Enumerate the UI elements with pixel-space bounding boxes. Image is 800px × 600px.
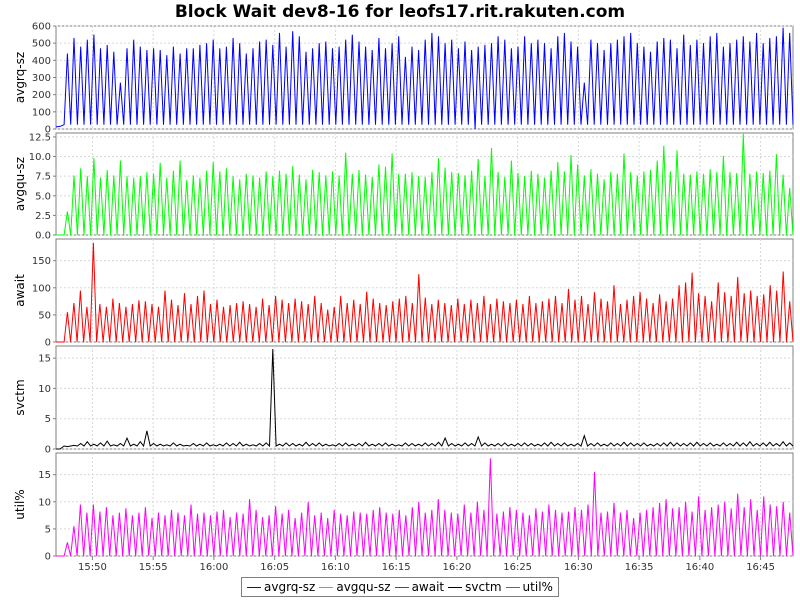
y-tick-label: 2.5 — [35, 211, 51, 222]
plot-frame — [55, 238, 794, 343]
legend-swatch-svctm — [448, 586, 463, 588]
y-tick-label: 7.5 — [35, 172, 51, 183]
x-tick-label: 16:15 — [382, 562, 411, 573]
y-tick-label: 100 — [32, 107, 51, 118]
x-tick-label: 16:35 — [625, 562, 654, 573]
legend-item-avgqu-sz: avgqu-sz — [319, 580, 391, 594]
y-tick-label: 100 — [32, 283, 51, 294]
y-axis-label: svctm — [13, 379, 27, 415]
legend-item-util: util% — [505, 580, 553, 594]
y-tick-label: 150 — [32, 256, 51, 267]
series-line-await — [56, 242, 794, 343]
x-tick-label: 15:50 — [78, 562, 107, 573]
y-axis-label: avgqu-sz — [13, 157, 27, 211]
y-tick-label: 10 — [38, 384, 51, 395]
x-tick-label: 16:00 — [200, 562, 229, 573]
y-tick-label: 15 — [38, 470, 51, 481]
x-tick-label: 16:25 — [503, 562, 532, 573]
y-tick-label: 0 — [45, 125, 51, 136]
series-line-avgrq-sz — [55, 27, 794, 130]
legend-swatch-await — [394, 586, 409, 588]
panel-svctm: 0 5 10 15 svctm — [13, 345, 794, 456]
legend-label-util: util% — [522, 580, 553, 594]
y-axis-label: await — [13, 274, 27, 307]
legend-label-avgrq-sz: avgrq-sz — [264, 580, 316, 594]
y-tick-label: 5 — [45, 414, 51, 425]
legend-swatch-avgrq-sz — [247, 586, 262, 588]
y-tick-label: 600 — [32, 22, 51, 33]
legend-item-await: await — [394, 580, 445, 594]
chart-area: 0100200300400500600avgrq-sz0.02.55.07.51… — [13, 22, 794, 573]
y-tick-label: 10 — [38, 497, 51, 508]
legend-label-avgqu-sz: avgqu-sz — [336, 580, 391, 594]
y-axis-label: avgrq-sz — [13, 52, 27, 103]
y-tick-label: 0 — [45, 552, 51, 563]
x-tick-label: 16:10 — [321, 562, 350, 573]
panel-avgqu-sz: 0.0 2.5 5.0 7.5 10.0 12.5 avgqu-sz — [13, 132, 794, 242]
legend-item-avgrq-sz: avgrq-sz — [247, 580, 315, 594]
legend-label-await: await — [411, 580, 445, 594]
series-line-util — [56, 458, 794, 557]
chart-title: Block Wait dev8-16 for leofs17.rit.rakut… — [174, 2, 626, 22]
y-tick-label: 0.0 — [35, 231, 51, 242]
y-tick-label: 15 — [38, 354, 51, 365]
legend-swatch-avgqu-sz — [319, 586, 334, 588]
panel-avgrq-sz: 0 100 200 300 400 500 600 avgrq-sz — [13, 22, 794, 136]
y-axis-label: util% — [13, 489, 27, 519]
y-tick-label: 50 — [38, 310, 51, 321]
legend-swatch-util — [505, 586, 520, 588]
y-tick-label: 200 — [32, 90, 51, 101]
legend-item-svctm: svctm — [448, 580, 502, 594]
y-tick-label: 500 — [32, 39, 51, 50]
series-line-svctm — [56, 348, 794, 450]
y-tick-label: 5 — [45, 524, 51, 535]
plot-frame — [55, 345, 794, 450]
x-tick-label: 16:40 — [685, 562, 714, 573]
x-tick-label: 16:30 — [564, 562, 593, 573]
y-tick-label: 300 — [32, 73, 51, 84]
y-tick-label: 5.0 — [35, 191, 51, 202]
x-tick-label: 16:45 — [746, 562, 775, 573]
y-tick-label: 12.5 — [29, 132, 51, 143]
panel-util: 0 5 10 15 util% — [13, 452, 794, 563]
y-tick-label: 400 — [32, 56, 51, 67]
x-tick-label: 15:55 — [139, 562, 168, 573]
chart-legend: avgrq-sz avgqu-sz await svctm util% — [241, 577, 559, 597]
legend-label-svctm: svctm — [465, 580, 502, 594]
y-tick-label: 0 — [45, 445, 51, 456]
x-tick-label: 16:05 — [260, 562, 289, 573]
y-tick-label: 0 — [45, 338, 51, 349]
panel-await: 0 50 100 150 await — [13, 238, 794, 349]
x-tick-label: 16:20 — [442, 562, 471, 573]
series-line-avgqu-sz — [56, 133, 794, 236]
y-tick-label: 10.0 — [29, 152, 51, 163]
